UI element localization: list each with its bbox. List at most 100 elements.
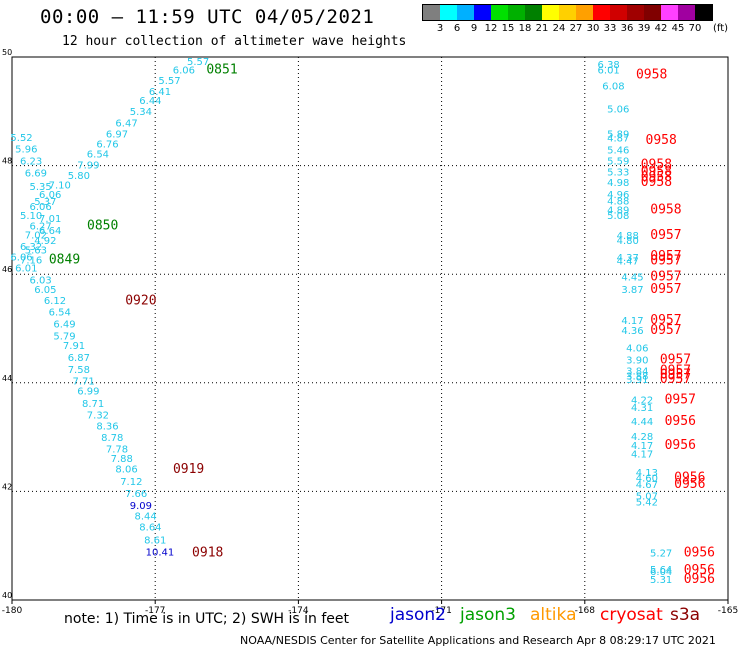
wave-height-value: 4.88 bbox=[607, 197, 629, 208]
legend-label: 42 bbox=[654, 23, 668, 34]
pass-time-label: 0920 bbox=[125, 294, 156, 309]
wave-height-value: 6.76 bbox=[96, 140, 118, 151]
legend-swatch-bar bbox=[422, 4, 713, 21]
wave-height-value: 7.02 bbox=[25, 230, 47, 241]
wave-height-value: 5.79 bbox=[53, 331, 75, 342]
satellite-cryosat: cryosat bbox=[600, 605, 663, 625]
wave-height-value: 4.67 bbox=[636, 480, 658, 491]
pass-time-label: 0957 bbox=[660, 372, 691, 387]
wave-height-value: 6.27 bbox=[30, 222, 52, 233]
wave-height-value: 5.06 bbox=[607, 104, 629, 115]
wave-height-value: 7.58 bbox=[68, 365, 90, 376]
legend-swatch bbox=[627, 5, 644, 20]
y-tick-label: 50 bbox=[2, 48, 12, 57]
wave-height-value: 5.42 bbox=[636, 498, 658, 509]
wave-height-value: 3.87 bbox=[621, 285, 643, 296]
legend-unit: (ft) bbox=[713, 23, 729, 34]
wave-height-value: 4.17 bbox=[631, 441, 653, 452]
wave-height-value: 4.22 bbox=[631, 395, 653, 406]
legend-label: 18 bbox=[518, 23, 532, 34]
wave-height-value: 5.57 bbox=[187, 57, 209, 68]
wave-height-value: 4.28 bbox=[631, 432, 653, 443]
pass-time-label: 0958 bbox=[641, 170, 672, 185]
satellite-s3a: s3a bbox=[670, 605, 701, 625]
legend-swatch bbox=[525, 5, 542, 20]
legend-label: 30 bbox=[586, 23, 600, 34]
wave-height-value: 6.99 bbox=[77, 387, 99, 398]
wave-height-value: 9.09 bbox=[130, 501, 152, 512]
legend-label: 6 bbox=[453, 23, 461, 34]
wave-height-value: 6.23 bbox=[20, 157, 42, 168]
pass-time-label: 0956 bbox=[684, 563, 715, 578]
wave-height-value: 4.92 bbox=[34, 236, 56, 247]
wave-height-value: 7.16 bbox=[20, 255, 42, 266]
wave-height-value: 5.46 bbox=[607, 146, 629, 157]
wave-height-value: 5.10 bbox=[20, 211, 42, 222]
wave-height-value: 7.88 bbox=[111, 454, 133, 465]
wave-height-value: 6.05 bbox=[34, 285, 56, 296]
wave-height-value: 6.54 bbox=[87, 149, 109, 160]
wave-height-value: 4.17 bbox=[621, 316, 643, 327]
legend-swatch bbox=[474, 5, 491, 20]
wave-height-value: 4.13 bbox=[636, 468, 658, 479]
wave-height-value: 5.07 bbox=[636, 492, 658, 503]
y-tick-label: 48 bbox=[2, 157, 12, 166]
legend-label: 39 bbox=[637, 23, 651, 34]
x-tick-label: -171 bbox=[431, 606, 451, 616]
legend-swatch bbox=[678, 5, 695, 20]
wave-height-value: 6.12 bbox=[44, 296, 66, 307]
wave-height-value: 4.89 bbox=[607, 205, 629, 216]
wave-height-value: 5.63 bbox=[25, 246, 47, 257]
legend-swatch bbox=[508, 5, 525, 20]
pass-time-label: 0850 bbox=[87, 219, 118, 234]
wave-height-value: 7.99 bbox=[77, 160, 99, 171]
wave-height-value: 5.64 bbox=[650, 565, 672, 576]
legend-swatch bbox=[661, 5, 678, 20]
legend-swatch bbox=[559, 5, 576, 20]
wave-height-value: 6.47 bbox=[115, 119, 137, 130]
pass-time-label: 0957 bbox=[650, 253, 681, 268]
wave-height-value: 4.45 bbox=[621, 273, 643, 284]
wave-height-value: 4.60 bbox=[636, 474, 658, 485]
pass-time-label: 0958 bbox=[650, 202, 681, 217]
y-tick-label: 42 bbox=[2, 482, 12, 491]
wave-height-value: 4.88 bbox=[617, 231, 639, 242]
wave-height-value: 8.64 bbox=[139, 522, 161, 533]
wave-height-value: 3.84 bbox=[626, 367, 648, 378]
pass-time-label: 0919 bbox=[173, 462, 204, 477]
y-tick-label: 40 bbox=[2, 591, 12, 600]
legend-swatch bbox=[440, 5, 457, 20]
legend-swatch bbox=[695, 5, 712, 20]
legend-label: 3 bbox=[436, 23, 444, 34]
wave-height-value: 6.97 bbox=[106, 129, 128, 140]
wave-height-value: 8.78 bbox=[101, 433, 123, 444]
legend-label: 33 bbox=[603, 23, 617, 34]
pass-time-label: 0957 bbox=[660, 364, 691, 379]
wave-height-value: 5.57 bbox=[158, 76, 180, 87]
pass-time-label: 0918 bbox=[192, 546, 223, 561]
satellite-jason3: jason3 bbox=[460, 605, 516, 625]
wave-height-value: 4.06 bbox=[626, 343, 648, 354]
wave-height-value: 5.89 bbox=[607, 129, 629, 140]
wave-height-value: 5.34 bbox=[130, 107, 152, 118]
wave-height-value: 5.59 bbox=[607, 157, 629, 168]
legend-swatch bbox=[593, 5, 610, 20]
page-subtitle: 12 hour collection of altimeter wave hei… bbox=[62, 34, 407, 49]
pass-time-label: 0957 bbox=[650, 249, 681, 264]
satellite-jason2: jason2 bbox=[390, 605, 446, 625]
wave-height-value: 5.08 bbox=[607, 211, 629, 222]
wave-height-value: 3.90 bbox=[626, 355, 648, 366]
legend-swatch bbox=[491, 5, 508, 20]
wave-height-value: 7.32 bbox=[87, 411, 109, 422]
wave-height-value: 6.06 bbox=[173, 65, 195, 76]
wave-height-value: 6.38 bbox=[598, 60, 620, 71]
pass-time-label: 0956 bbox=[674, 477, 705, 492]
pass-time-label: 0956 bbox=[684, 572, 715, 587]
legend-label: 27 bbox=[569, 23, 583, 34]
wave-height-value: 4.36 bbox=[621, 326, 643, 337]
legend-swatch bbox=[576, 5, 593, 20]
wave-height-value: 7.91 bbox=[63, 341, 85, 352]
credit-line: NOAA/NESDIS Center for Satellite Applica… bbox=[240, 634, 716, 647]
wave-height-value: 6.06 bbox=[39, 190, 61, 201]
wave-height-value: 8.44 bbox=[135, 512, 157, 523]
